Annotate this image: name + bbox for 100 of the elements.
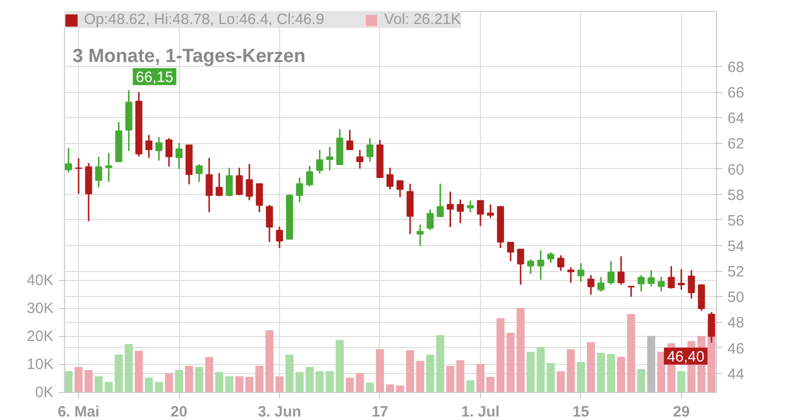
candlestick [155,136,162,162]
bar [84,370,93,392]
candlestick [256,182,263,213]
bar [546,363,555,392]
bar [306,367,314,392]
candlestick [95,156,102,188]
bar [526,352,535,392]
candlestick [628,286,635,298]
bar [154,382,163,392]
text: 3 Monate, 1-Tages-Kerzen [72,46,306,67]
bar [486,376,494,392]
candlestick [246,163,253,201]
candlestick [597,276,604,292]
candlestick [216,172,223,197]
x-tick-label: 29 [672,404,690,420]
bar [205,356,214,392]
bar [316,371,324,392]
bar [74,367,83,392]
candlestick [176,142,183,170]
bar [516,308,525,392]
candlestick [476,200,484,227]
bar [506,332,515,392]
bar [586,342,595,392]
bar [296,372,304,392]
bar [225,376,234,392]
candlestick [537,250,544,280]
candlestick [668,265,675,290]
y2-tick-label: 30K [26,300,54,317]
candlestick [426,208,434,231]
candlestick [638,274,645,292]
bar [185,366,194,392]
x-tick-label: 20 [170,404,188,420]
bar [326,371,334,392]
candlestick [446,190,454,228]
y-tick-label: 48 [728,314,744,332]
bar [637,368,646,392]
bar [215,372,224,392]
x-tick-label: 17 [372,404,388,420]
candlestick [316,149,324,174]
bar [104,382,113,392]
annotation: 46,40 [666,348,704,366]
bar [195,367,204,392]
y-tick-label: 60 [728,161,744,178]
bar [476,364,484,392]
bar [265,330,274,392]
candlestick [608,260,615,286]
bar [356,373,364,392]
candlestick [436,182,444,218]
bar [596,352,605,392]
candlestick [196,163,203,183]
bar [346,378,354,392]
candlestick [236,166,243,196]
candlestick [296,176,304,204]
bar [336,340,344,392]
candlestick [306,165,314,188]
y2-tick-label: 40K [26,272,54,289]
bar [466,380,474,392]
candlestick [658,276,665,292]
bar [406,350,414,392]
candlestick [65,147,72,174]
bar [436,335,444,392]
candlestick [456,198,464,224]
y-tick-label: 44 [728,366,744,383]
candlestick [557,254,564,272]
bar [164,373,173,392]
candlestick [366,137,374,162]
y-tick-label: 56 [728,212,744,230]
x-tick-label: 15 [572,404,590,420]
bar [175,370,184,392]
bar [576,362,585,392]
bar [255,366,264,392]
candlestick [145,134,152,159]
candlestick [396,180,404,198]
bar [275,376,284,392]
candlestick [326,146,334,172]
x-tick-label: 1. Jul [461,404,500,420]
bar [386,384,394,392]
y2-tick-label: 20K [26,328,54,345]
bar [114,354,123,392]
candlestick [688,269,695,300]
y-tick-label: 46 [728,340,744,358]
bar [144,378,153,392]
y2-tick-label: 0K [35,384,54,401]
bar [627,314,636,392]
bar [657,352,666,392]
bar [456,360,464,392]
candlestick [547,251,554,264]
candlestick [266,204,273,243]
candlestick [507,242,514,262]
bar [94,376,103,392]
candlestick [587,274,594,296]
candlestick [466,200,474,213]
bar [647,336,656,392]
bar [556,371,565,392]
bar [134,350,143,392]
candlestick [517,248,524,286]
y-tick-label: 52 [728,264,744,281]
candlestick [416,224,424,247]
bar [64,371,73,392]
y-tick-label: 50 [728,289,744,306]
